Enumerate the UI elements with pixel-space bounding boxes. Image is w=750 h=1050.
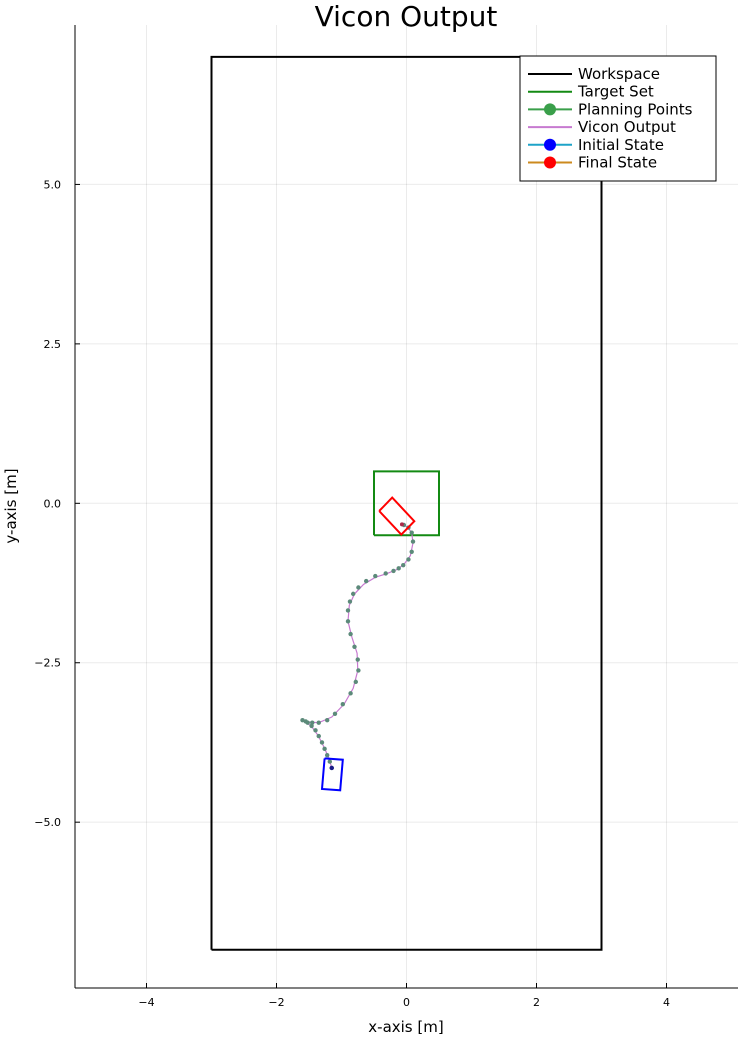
legend-label: Planning Points [578, 100, 693, 118]
legend-label: Target Set [577, 83, 654, 101]
planning-point [401, 562, 406, 568]
y-tick-label: 5.0 [44, 178, 62, 191]
y-axis-label: y-axis [m] [2, 468, 20, 543]
planning-point [345, 619, 351, 624]
planning-point [325, 717, 330, 723]
y-tick-label: −5.0 [34, 816, 61, 829]
final-state-rect [378, 496, 416, 537]
planning-point [348, 631, 353, 637]
planning-point [410, 539, 416, 544]
grid-lines [75, 25, 738, 988]
initial-state-point [329, 765, 334, 771]
planning-point [383, 571, 388, 576]
planning-point [396, 566, 401, 571]
y-tick-label: −2.5 [34, 657, 61, 670]
legend-label: Vicon Output [578, 118, 676, 136]
planning-point [352, 644, 357, 650]
planning-point [351, 591, 356, 597]
planning-point [325, 753, 330, 758]
planning-point [391, 568, 396, 574]
y-tick-label: 0.0 [44, 497, 62, 510]
final-state-point [399, 522, 404, 527]
planning-point [406, 557, 411, 562]
legend-swatch-marker [544, 156, 556, 169]
target-set-boundary [373, 470, 440, 537]
planning-point [353, 679, 358, 685]
x-tick-label: 0 [403, 996, 410, 1009]
planning-point [347, 599, 353, 604]
planning-point [327, 759, 332, 764]
legend-label: Initial State [578, 136, 664, 154]
x-tick-label: 2 [533, 996, 540, 1009]
planning-point [313, 728, 318, 733]
planning-point [332, 711, 338, 716]
planning-point [356, 668, 361, 673]
planning-point [322, 746, 327, 752]
x-ticks: −4 −2 0 2 4 [138, 983, 670, 1009]
legend-label: Workspace [578, 65, 660, 83]
planning-point [319, 740, 325, 745]
planning-point [303, 719, 308, 724]
legend-label: Final State [578, 154, 657, 172]
planning-point [340, 702, 345, 707]
planning-point [409, 549, 414, 554]
planning-point [364, 578, 369, 584]
planning-point [310, 720, 315, 725]
x-tick-label: 4 [663, 996, 670, 1009]
legend-swatch-marker [544, 138, 556, 151]
planning-point [409, 530, 414, 535]
planning-point [348, 691, 353, 696]
y-ticks: −5.0 −2.5 0.0 2.5 5.0 [34, 178, 80, 829]
planning-point [316, 720, 321, 725]
y-tick-label: 2.5 [44, 338, 62, 351]
vicon-output-line [302, 523, 414, 769]
x-axis-label: x-axis [m] [368, 1018, 443, 1036]
planning-point [355, 657, 360, 662]
initial-state-rect [320, 757, 344, 792]
x-tick-label: −4 [138, 996, 154, 1009]
planning-point [345, 608, 351, 613]
planning-point [356, 585, 361, 590]
legend-swatch-marker [544, 103, 556, 116]
chart-title: Vicon Output [315, 0, 498, 33]
x-tick-label: −2 [268, 996, 284, 1009]
planning-point [316, 733, 321, 739]
planning-point [373, 573, 378, 579]
